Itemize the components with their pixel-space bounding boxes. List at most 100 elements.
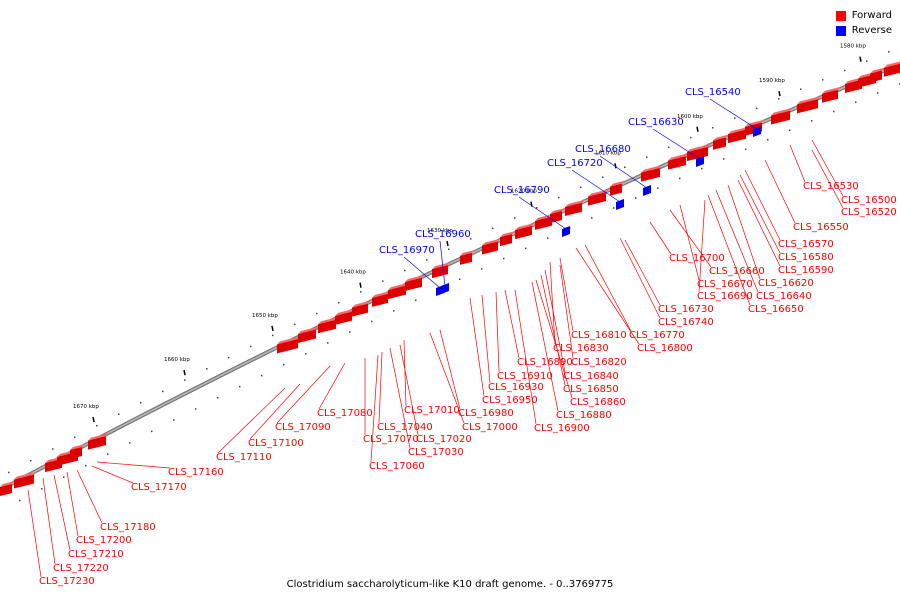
forward-gene-leader bbox=[698, 199, 706, 293]
forward-gene bbox=[870, 70, 882, 83]
scale-dot bbox=[514, 217, 516, 219]
forward-gene bbox=[845, 79, 862, 94]
forward-gene-label: CLS_17160 bbox=[168, 467, 224, 478]
scale-dot bbox=[635, 197, 637, 199]
scale-dot bbox=[371, 320, 373, 323]
forward-gene-label: CLS_16930 bbox=[488, 382, 544, 393]
forward-gene-label: CLS_17170 bbox=[131, 482, 187, 493]
forward-gene-label: CLS_16690 bbox=[697, 291, 753, 302]
forward-gene bbox=[687, 146, 708, 162]
forward-gene-label: CLS_17110 bbox=[216, 452, 272, 463]
forward-gene-top bbox=[565, 199, 585, 208]
forward-gene-leader bbox=[707, 194, 751, 306]
scale-dot bbox=[349, 331, 351, 333]
legend-reverse: Reverse bbox=[835, 23, 892, 38]
forward-gene-leader bbox=[217, 387, 286, 454]
forward-gene bbox=[713, 137, 726, 150]
forward-gene-label: CLS_16800 bbox=[637, 343, 693, 354]
forward-gene-top bbox=[870, 67, 885, 74]
forward-gene-leader bbox=[679, 204, 700, 281]
scale-dot bbox=[602, 176, 604, 179]
forward-gene-top bbox=[771, 107, 793, 116]
scale-dot bbox=[74, 436, 76, 439]
scale-dot bbox=[822, 79, 824, 81]
forward-gene-leader bbox=[739, 174, 781, 254]
forward-gene-leader bbox=[91, 465, 134, 484]
reverse-label: Reverse bbox=[851, 25, 892, 36]
scale-label: 1650 kbp bbox=[252, 313, 278, 319]
scale-dot bbox=[481, 268, 483, 270]
forward-gene-top bbox=[352, 300, 371, 308]
forward-gene-leader bbox=[96, 461, 171, 469]
forward-gene bbox=[277, 339, 298, 354]
forward-gene-leader bbox=[811, 149, 844, 209]
forward-swatch bbox=[835, 10, 846, 21]
forward-gene bbox=[14, 474, 34, 489]
scale-dot bbox=[503, 257, 505, 260]
forward-gene-label: CLS_17080 bbox=[317, 408, 373, 419]
forward-gene-top bbox=[0, 481, 15, 487]
forward-gene-leader bbox=[76, 469, 103, 524]
scale-dot bbox=[470, 238, 472, 240]
forward-gene-label: CLS_16650 bbox=[748, 304, 804, 315]
forward-gene-label: CLS_16530 bbox=[803, 181, 859, 192]
forward-label: Forward bbox=[851, 10, 892, 21]
forward-gene-leader bbox=[737, 179, 781, 267]
forward-gene bbox=[460, 252, 472, 265]
scale-dot bbox=[52, 448, 54, 450]
forward-gene bbox=[822, 89, 838, 103]
forward-gene-leader bbox=[399, 344, 419, 436]
scale-tick bbox=[778, 90, 781, 97]
reverse-gene bbox=[436, 285, 444, 296]
scale-dot bbox=[723, 158, 725, 160]
forward-gene-leader bbox=[27, 489, 42, 578]
reverse-swatch bbox=[835, 25, 846, 36]
forward-gene-label: CLS_16580 bbox=[778, 252, 834, 263]
forward-gene-label: CLS_17010 bbox=[404, 405, 460, 416]
forward-gene bbox=[641, 167, 660, 182]
forward-gene-top bbox=[728, 126, 749, 135]
scale-dot bbox=[778, 98, 780, 100]
forward-gene-label: CLS_17220 bbox=[53, 563, 109, 574]
forward-gene-label: CLS_16980 bbox=[458, 408, 514, 419]
genome-backbone bbox=[0, 63, 900, 491]
scale-tick bbox=[183, 369, 186, 376]
forward-gene-label: CLS_16810 bbox=[571, 330, 627, 341]
scale-dot bbox=[657, 187, 659, 189]
forward-gene bbox=[515, 225, 532, 240]
scale-dot bbox=[767, 139, 769, 141]
forward-gene-leader bbox=[514, 289, 537, 425]
reverse-gene-label: CLS_16680 bbox=[575, 144, 631, 155]
forward-gene-label: CLS_16730 bbox=[658, 304, 714, 315]
forward-gene-leader bbox=[370, 354, 379, 463]
scale-dot bbox=[855, 101, 857, 103]
reverse-gene bbox=[616, 199, 624, 210]
forward-gene-top bbox=[318, 316, 339, 325]
scale-dot bbox=[129, 442, 131, 444]
forward-gene-label: CLS_16950 bbox=[482, 395, 538, 406]
reverse-gene-label: CLS_16720 bbox=[547, 158, 603, 169]
forward-gene-leader bbox=[403, 339, 407, 407]
reverse-gene-label: CLS_16630 bbox=[628, 117, 684, 128]
forward-gene bbox=[771, 110, 790, 125]
scale-dot bbox=[646, 156, 648, 159]
forward-gene bbox=[535, 216, 552, 230]
reverse-gene-leader bbox=[518, 196, 567, 230]
scale-dot bbox=[679, 177, 681, 180]
forward-gene-leader bbox=[549, 261, 556, 345]
forward-gene-leader bbox=[42, 477, 56, 565]
forward-gene bbox=[500, 234, 512, 247]
forward-gene-leader bbox=[584, 244, 632, 332]
forward-gene-leader bbox=[811, 139, 844, 197]
scale-dot bbox=[41, 488, 43, 490]
scale-dot bbox=[107, 453, 109, 455]
forward-gene-leader bbox=[715, 189, 759, 293]
forward-gene-top bbox=[432, 262, 451, 270]
forward-gene-leader bbox=[619, 237, 661, 319]
reverse-gene bbox=[562, 226, 570, 237]
forward-gene-top bbox=[550, 207, 565, 214]
forward-gene bbox=[797, 99, 818, 114]
forward-gene-leader bbox=[531, 281, 559, 412]
reverse-gene-leader bbox=[599, 155, 648, 189]
scale-dot bbox=[613, 207, 615, 209]
